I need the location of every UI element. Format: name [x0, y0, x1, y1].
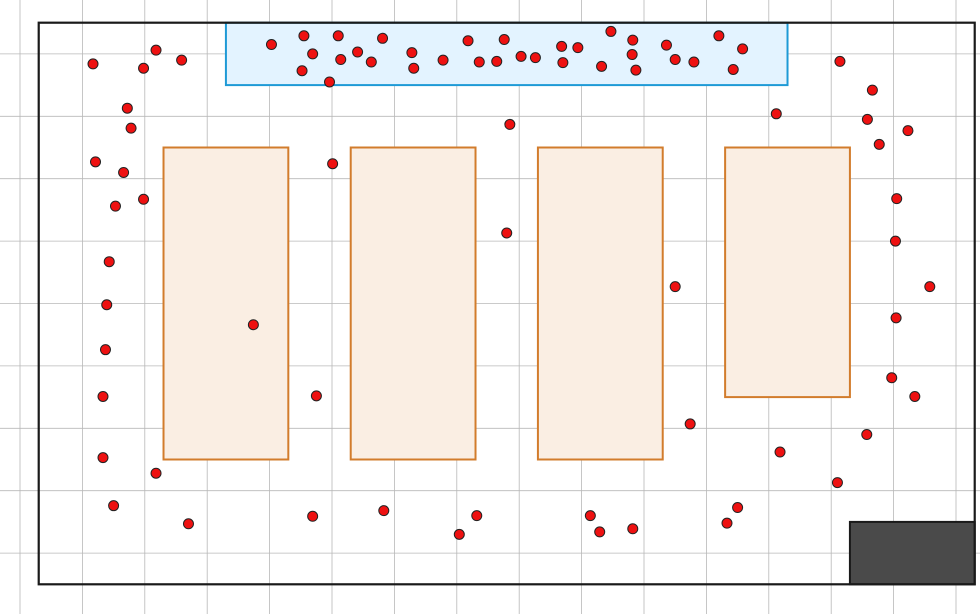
point-marker [890, 312, 902, 324]
point-marker [594, 526, 606, 538]
point-marker [462, 35, 474, 47]
point-marker [889, 235, 901, 247]
point-marker [307, 510, 319, 522]
point-marker [182, 518, 194, 530]
point-marker [307, 48, 319, 60]
point-marker [660, 39, 672, 51]
point-marker [150, 44, 162, 56]
point-marker [727, 64, 739, 75]
shelf-4 [724, 146, 851, 399]
point-marker [378, 505, 390, 517]
point-marker [352, 46, 364, 58]
point-marker [596, 60, 608, 72]
point-marker [324, 76, 336, 88]
point-marker [97, 452, 109, 464]
entrance-zone [224, 21, 789, 87]
point-marker [627, 34, 639, 46]
point-marker [605, 25, 617, 37]
point-marker [150, 467, 162, 479]
point-marker [498, 34, 510, 46]
point-marker [627, 523, 639, 535]
point-marker [584, 510, 596, 522]
point-marker [97, 390, 109, 402]
point-marker [557, 57, 569, 69]
point-marker [669, 281, 681, 293]
point-marker [515, 50, 527, 62]
point-marker [310, 390, 322, 402]
point-marker [866, 84, 878, 96]
point-marker [684, 418, 696, 430]
point-marker [861, 113, 873, 125]
point-marker [529, 52, 541, 64]
point-marker [834, 55, 846, 67]
point-marker [90, 156, 102, 168]
shelf-1 [162, 146, 290, 461]
dark-block [848, 520, 976, 586]
point-marker [572, 42, 584, 54]
room-outline [37, 21, 976, 586]
point-marker [473, 56, 485, 68]
shelf-3 [536, 146, 664, 461]
point-marker [265, 39, 277, 51]
point-marker [774, 446, 786, 458]
point-marker [770, 108, 782, 120]
shelf-2 [349, 146, 477, 461]
point-marker [138, 193, 150, 205]
point-marker [335, 54, 347, 66]
point-marker [504, 118, 516, 130]
point-marker [669, 54, 681, 66]
point-marker [924, 281, 936, 293]
point-marker [891, 193, 903, 205]
point-marker [831, 477, 843, 489]
point-marker [626, 49, 638, 61]
point-marker [125, 122, 137, 134]
point-marker [87, 58, 99, 70]
point-marker [688, 56, 700, 68]
point-marker [737, 43, 749, 55]
point-marker [861, 429, 873, 441]
point-marker [501, 227, 513, 239]
point-marker [453, 528, 465, 540]
point-marker [873, 138, 885, 150]
point-marker [296, 65, 308, 77]
point-marker [630, 64, 642, 76]
point-marker [108, 500, 120, 512]
point-marker [886, 372, 898, 384]
point-marker [721, 517, 733, 529]
point-marker [109, 200, 121, 212]
point-marker [121, 102, 133, 114]
point-marker [408, 62, 420, 74]
point-marker [101, 299, 113, 311]
map-zones [37, 21, 976, 586]
point-marker [471, 510, 483, 522]
point-marker [298, 30, 310, 42]
point-markers [87, 25, 936, 540]
point-marker [909, 390, 921, 402]
point-marker [377, 32, 389, 44]
point-marker [103, 256, 115, 268]
point-marker [732, 502, 744, 514]
point-marker [406, 47, 418, 59]
point-marker [556, 40, 568, 52]
point-marker [365, 56, 377, 68]
point-marker [99, 344, 111, 356]
point-marker [491, 55, 503, 67]
point-marker [118, 166, 130, 178]
point-marker [247, 319, 259, 331]
point-marker [176, 54, 188, 66]
point-marker [902, 125, 914, 137]
point-marker [437, 54, 449, 66]
point-marker [327, 158, 339, 170]
point-marker [332, 30, 344, 42]
point-marker [713, 30, 725, 42]
point-marker [138, 62, 150, 74]
